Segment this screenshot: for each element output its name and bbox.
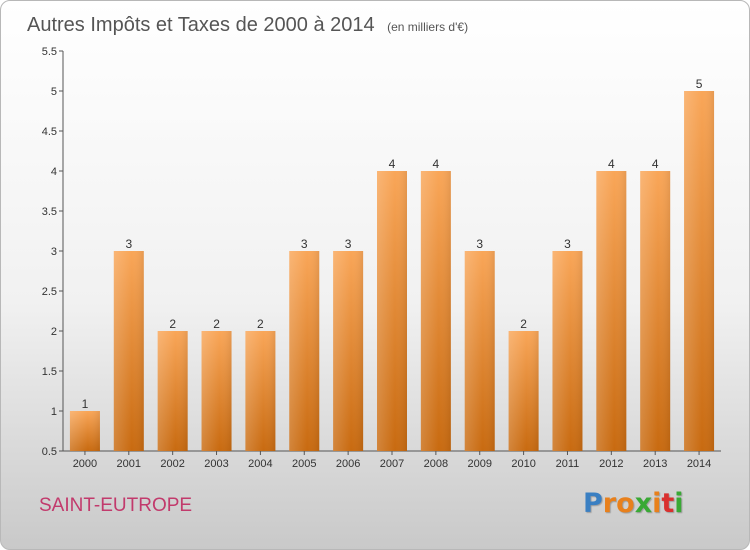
y-tick-label: 1.5 bbox=[42, 366, 57, 378]
y-tick-label: 4.5 bbox=[42, 126, 57, 138]
chart-bars: 1 3 2 2 2 3 3 4 4 3 2 3 4 4 5 bbox=[69, 77, 715, 451]
logo-letter: i bbox=[674, 488, 684, 519]
x-tick-label: 2002 bbox=[160, 458, 184, 470]
y-tick-label: 5.5 bbox=[42, 46, 57, 58]
bar-value-label: 4 bbox=[608, 157, 615, 171]
bar-value-label: 3 bbox=[476, 237, 483, 251]
bar-shade bbox=[201, 331, 232, 451]
bar-value-label: 2 bbox=[257, 317, 264, 331]
bar-shade bbox=[508, 331, 539, 451]
bar-shade bbox=[289, 251, 320, 451]
x-tick-label: 2010 bbox=[511, 458, 535, 470]
proxiti-logo: Proxiti bbox=[583, 488, 684, 519]
bar-value-label: 3 bbox=[345, 237, 352, 251]
bar-value-label: 4 bbox=[389, 157, 396, 171]
bar-shade bbox=[377, 171, 407, 451]
x-tick-label: 2008 bbox=[424, 458, 448, 470]
bar-shade bbox=[420, 171, 451, 451]
x-tick-label: 2006 bbox=[336, 458, 360, 470]
logo-letter: t bbox=[661, 488, 675, 519]
bar-value-label: 2 bbox=[213, 317, 220, 331]
y-tick-label: 3.5 bbox=[42, 206, 57, 218]
chart-title-main: Autres Impôts et Taxes de 2000 à 2014 bbox=[27, 14, 375, 36]
bar-shade bbox=[157, 331, 188, 451]
bar-value-label: 5 bbox=[696, 77, 703, 91]
x-tick-label: 2003 bbox=[204, 458, 228, 470]
y-tick-label: 4 bbox=[51, 166, 57, 178]
bar-value-label: 1 bbox=[82, 397, 89, 411]
chart-title: Autres Impôts et Taxes de 2000 à 2014 (e… bbox=[27, 14, 468, 36]
x-tick-label: 2005 bbox=[292, 458, 316, 470]
bar-value-label: 4 bbox=[433, 157, 440, 171]
x-tick-label: 2013 bbox=[643, 458, 667, 470]
x-tick-label: 2009 bbox=[467, 458, 491, 470]
bar-shade bbox=[596, 171, 627, 451]
logo-letter: o bbox=[616, 488, 635, 519]
bar-value-label: 3 bbox=[301, 237, 308, 251]
bar-shade bbox=[684, 91, 715, 451]
chart-title-unit: (en milliers d'€) bbox=[387, 20, 468, 34]
logo-letter: P bbox=[583, 488, 603, 519]
bar-value-label: 2 bbox=[169, 317, 176, 331]
y-tick-label: 0.5 bbox=[42, 446, 57, 458]
logo-letter: i bbox=[652, 488, 662, 519]
y-tick-label: 1 bbox=[51, 406, 57, 418]
bar-value-label: 3 bbox=[125, 237, 132, 251]
y-tick-label: 2.5 bbox=[42, 286, 57, 298]
bar-value-label: 3 bbox=[564, 237, 571, 251]
y-tick-label: 2 bbox=[51, 326, 57, 338]
x-tick-label: 2000 bbox=[73, 458, 97, 470]
bar-shade bbox=[333, 251, 364, 451]
bar-shade bbox=[69, 411, 100, 451]
bar-shade bbox=[464, 251, 495, 451]
x-tick-label: 2001 bbox=[117, 458, 141, 470]
chart-axes: 0.5 1 1.5 2 2.5 3 3.5 4 4.5 5 5.5 2000 2001 2002 2003 2… bbox=[42, 46, 721, 470]
bar-value-label: 2 bbox=[520, 317, 527, 331]
commune-name: SAINT-EUTROPE bbox=[39, 495, 193, 516]
y-tick-label: 3 bbox=[51, 246, 57, 258]
y-tick-label: 5 bbox=[51, 86, 57, 98]
bar-value-label: 4 bbox=[652, 157, 659, 171]
bar-shade bbox=[113, 251, 144, 451]
bar-shade bbox=[245, 331, 276, 451]
x-tick-label: 2011 bbox=[556, 458, 580, 470]
x-tick-label: 2007 bbox=[380, 458, 404, 470]
logo-letter: x bbox=[634, 488, 653, 519]
bar-shade bbox=[552, 251, 583, 451]
x-tick-label: 2004 bbox=[248, 458, 272, 470]
x-tick-label: 2014 bbox=[687, 458, 711, 470]
logo-letter: r bbox=[602, 488, 617, 519]
bar-shade bbox=[640, 171, 671, 451]
x-tick-label: 2012 bbox=[599, 458, 623, 470]
